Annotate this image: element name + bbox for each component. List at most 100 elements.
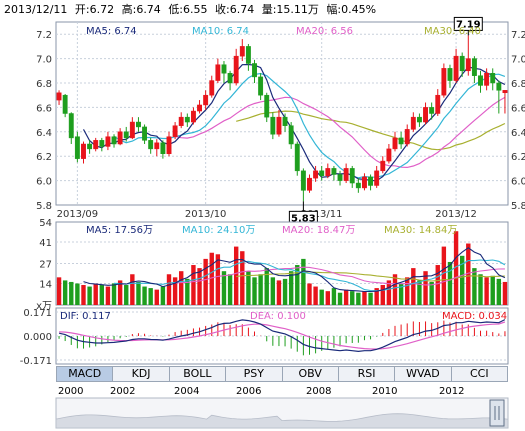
volume-bar [191, 265, 196, 305]
volume-bar [252, 277, 257, 305]
candle-body [307, 177, 312, 191]
dif-line [58, 319, 506, 353]
volume-bar [447, 261, 453, 305]
quote-low: 低:6.55 [168, 3, 208, 16]
candle-body [368, 176, 374, 186]
annotation-label: 7.19 [456, 19, 481, 30]
volume-bar [368, 292, 373, 305]
y-tick-label: 27 [39, 260, 52, 271]
legend-entry: MA30: 6.40 [424, 26, 481, 37]
y-tick-label-right: 7.0 [511, 55, 525, 66]
tab-cci[interactable]: CCI [470, 367, 489, 380]
y-tick-label-right: 7.2 [511, 30, 525, 41]
tab-kdj[interactable]: KDJ [113, 367, 170, 381]
x-tick-label: 2013/10 [185, 209, 227, 220]
volume-ma10-line [113, 259, 506, 292]
volume-ma30-line [236, 271, 505, 282]
candle-body [239, 46, 245, 57]
candle-body [374, 170, 380, 186]
macd-panel: 0.171 0.000 -0.171 DIF: 0.117 DEA: 0.100 MACD… [20, 307, 509, 367]
candle-body [184, 116, 190, 123]
candle-body [410, 116, 416, 130]
candle-body [270, 116, 276, 135]
volume-bar [374, 288, 379, 305]
candle-body [209, 80, 215, 96]
quote-volume: 量:15.11万 [261, 3, 319, 16]
candle-body [56, 92, 62, 101]
candle-body [87, 143, 93, 150]
legend-entry: MA10: 6.74 [192, 26, 249, 37]
volume-bar [75, 283, 80, 305]
volume-bar [313, 286, 318, 305]
tab-obv[interactable]: OBV [283, 367, 339, 381]
indicator-tabs: MACD KDJ BOLL PSY OBV RSI WVAD CCI [56, 366, 508, 382]
volume-bar [429, 281, 434, 305]
candle-body [233, 55, 239, 84]
x-tick-label: 2013/12 [435, 209, 477, 220]
candle-body [190, 110, 196, 123]
volume-bar [417, 280, 422, 305]
legend-entry: MA5: 6.74 [86, 26, 137, 37]
candle-body [105, 136, 111, 147]
volume-bar [111, 283, 117, 305]
volume-bar [62, 280, 68, 305]
legend-entry: MA20: 18.47万 [282, 225, 355, 236]
volume-bar [435, 265, 440, 305]
legend-entry: MACD: 0.034 [442, 311, 507, 322]
volume-bar [209, 252, 214, 305]
candle-body [166, 136, 172, 155]
quote-info-bar: 2013/12/11 开:6.72 高:6.74 低:6.55 收:6.74 量… [4, 1, 380, 17]
volume-bar [490, 275, 495, 305]
nav-year-label: 2004 [174, 386, 200, 397]
volume-bar [130, 274, 135, 305]
tab-psy[interactable]: PSY [226, 367, 283, 381]
candle-body [93, 140, 99, 150]
tab-macd[interactable]: MACD [57, 367, 114, 381]
navigator-range-handle [489, 399, 505, 427]
volume-bar [331, 288, 337, 305]
legend-entry: DIF: 0.117 [60, 311, 111, 322]
candle-body [227, 72, 233, 84]
candle-body [264, 94, 270, 118]
volume-bar [215, 254, 221, 305]
volume-bar [502, 281, 508, 305]
volume-bar [392, 274, 398, 305]
volume-bar [136, 281, 141, 305]
y-tick-label-right: 5.8 [511, 201, 525, 212]
candle-body [416, 116, 422, 123]
quote-close: 收:6.74 [215, 3, 255, 16]
volume-bar [459, 255, 465, 305]
nav-year-label: 2000 [58, 386, 84, 397]
volume-bar [56, 277, 62, 305]
candle-body [221, 64, 227, 74]
quote-date: 2013/12/11 [4, 3, 68, 16]
volume-bar [69, 281, 74, 305]
volume-bar [117, 280, 123, 305]
nav-year-label: 2002 [110, 386, 136, 397]
y-tick-label: -0.171 [20, 356, 52, 367]
navigator-panel [55, 397, 509, 429]
tab-rsi[interactable]: RSI [339, 367, 396, 381]
volume-bar [276, 280, 282, 305]
volume-bar [478, 274, 483, 305]
candle-body [111, 136, 117, 145]
quote-open: 开:6.72 [74, 3, 115, 16]
x-tick-label: 2013/11 [301, 209, 343, 220]
y-tick-label-right: 6.6 [511, 103, 525, 114]
volume-bar [423, 271, 428, 305]
candle-body [331, 168, 337, 175]
y-tick-label: 0.000 [23, 332, 52, 343]
candle-body [117, 131, 123, 145]
volume-bar [380, 285, 385, 305]
tab-wvad[interactable]: WVAD [395, 367, 452, 381]
legend-entry: MA5: 17.56万 [86, 225, 153, 236]
tab-boll[interactable]: BOLL [170, 367, 227, 381]
volume-bar [185, 278, 190, 305]
y-tick-label: 6.0 [36, 177, 52, 188]
candle-body [325, 168, 331, 176]
candle-body [282, 116, 288, 126]
candle-body [276, 116, 282, 135]
legend-entry: MA10: 24.10万 [182, 225, 255, 236]
